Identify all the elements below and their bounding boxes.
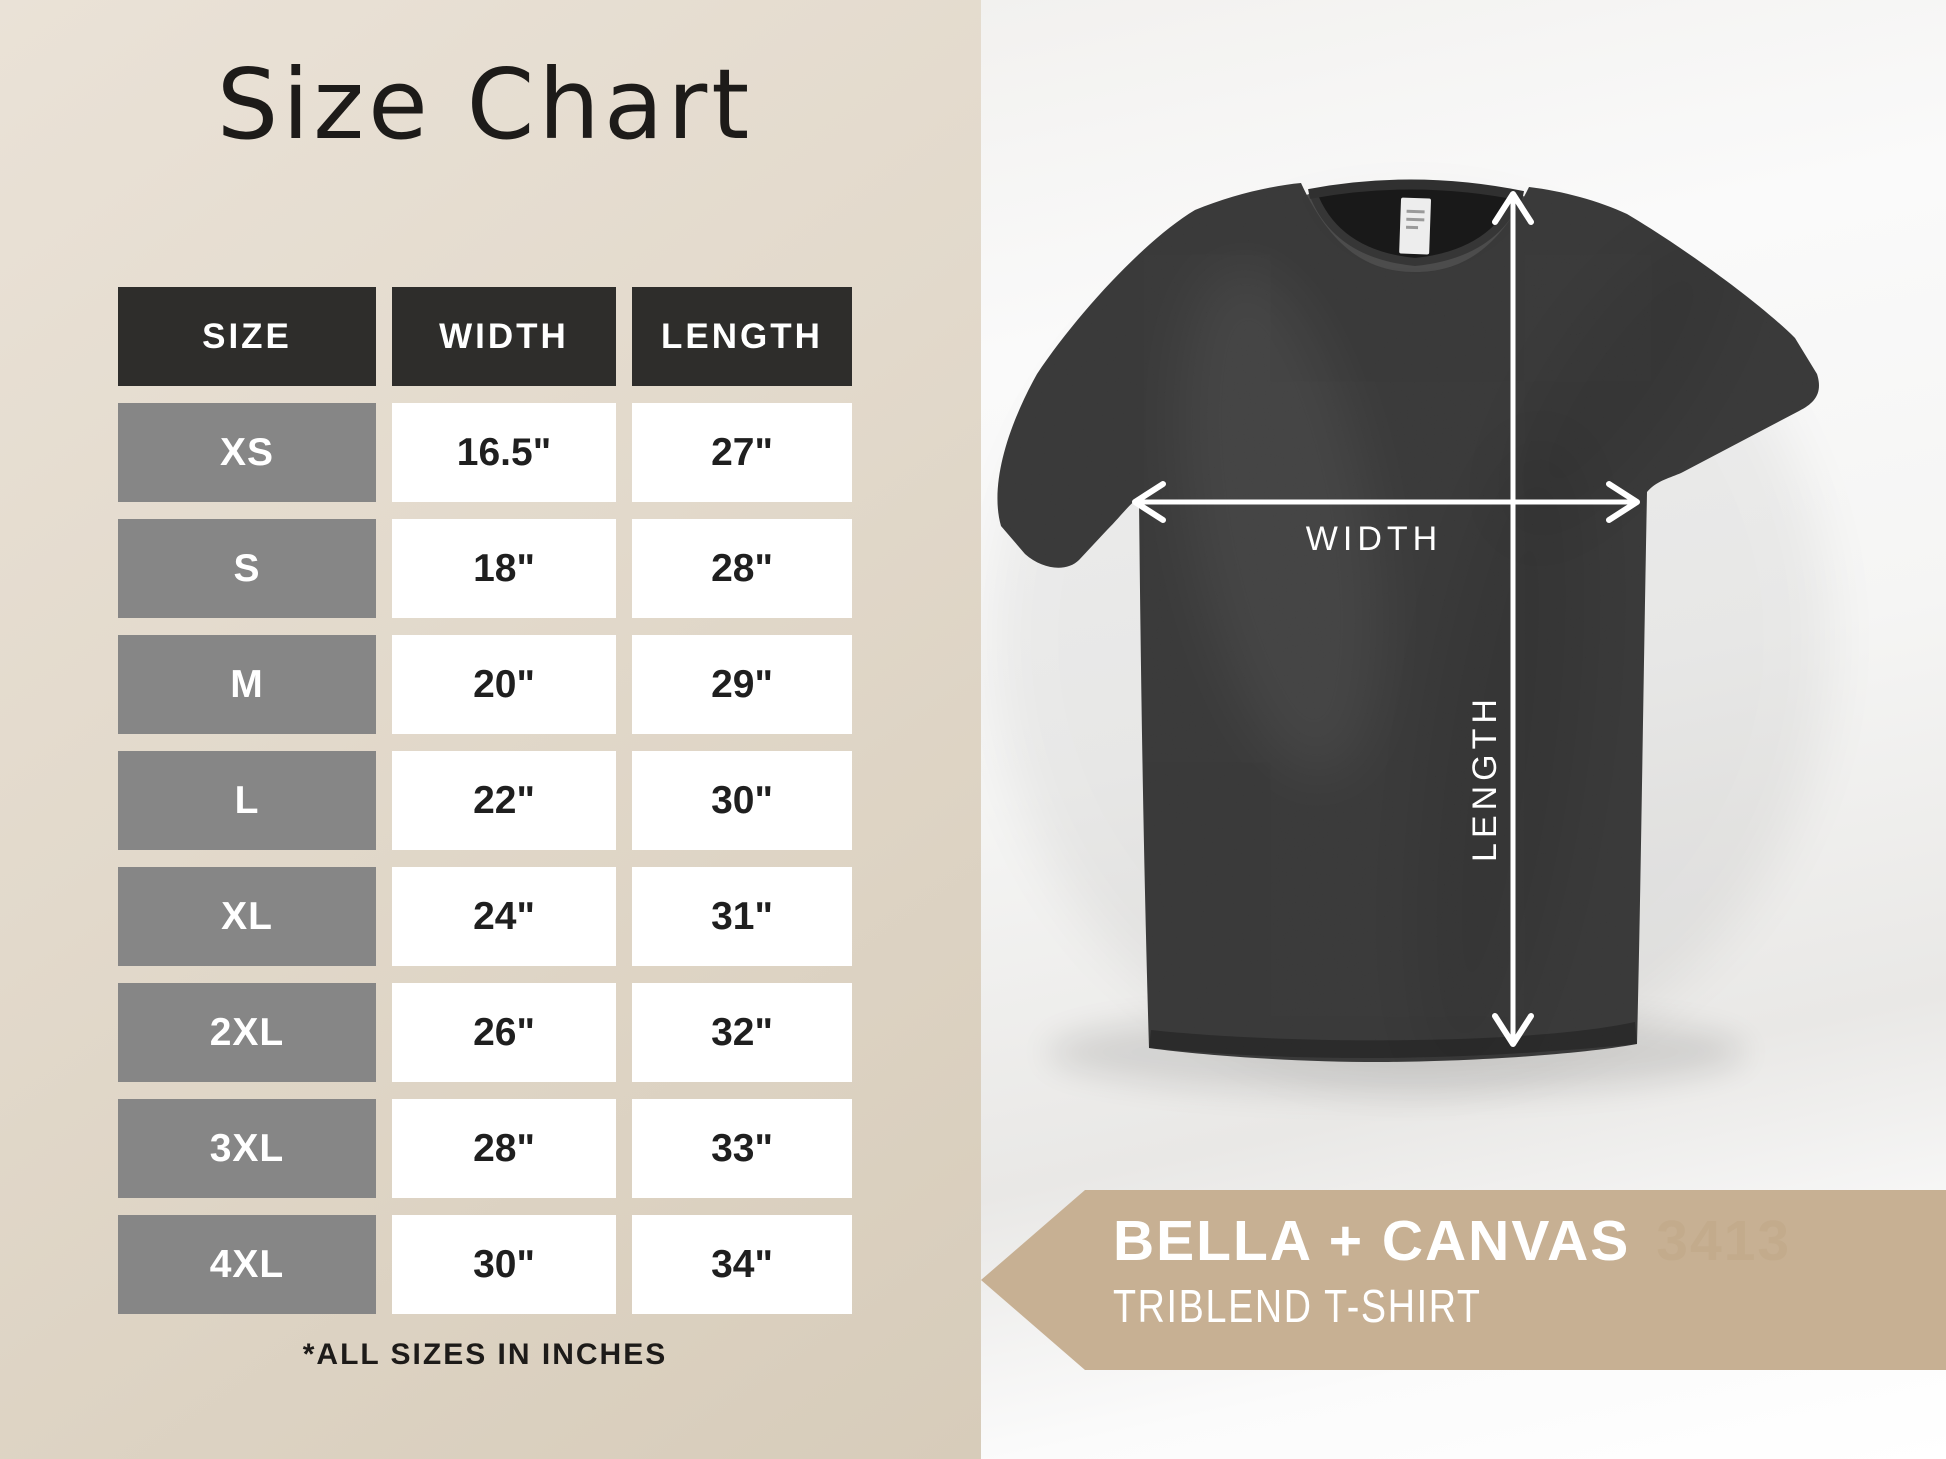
width-cell: 24" [392, 867, 616, 966]
size-cell: M [118, 635, 376, 734]
sizes-footnote: *ALL SIZES IN INCHES [302, 1338, 668, 1371]
size-cell: S [118, 519, 376, 618]
length-cell: 29" [632, 635, 852, 734]
length-dimension-label: LENGTH [1466, 694, 1504, 862]
size-cell: XS [118, 403, 376, 502]
brand-banner: BELLA + CANVAS 3413 TRIBLEND T-SHIRT [981, 1190, 1946, 1370]
length-cell: 30" [632, 751, 852, 850]
tshirt-photo [991, 179, 1831, 1094]
length-cell: 28" [632, 519, 852, 618]
width-cell: 20" [392, 635, 616, 734]
column-header-size: SIZE [118, 287, 376, 386]
left-panel: Size Chart SIZE WIDTH LENGTH XS 16.5" 27… [0, 0, 981, 1459]
size-cell: L [118, 751, 376, 850]
product-photo-panel: WIDTH LENGTH BELLA + CANVAS 3413 TRIBLEN… [981, 0, 1946, 1459]
width-cell: 18" [392, 519, 616, 618]
size-cell: 2XL [118, 983, 376, 1082]
length-cell: 32" [632, 983, 852, 1082]
product-name: TRIBLEND T-SHIRT [1113, 1279, 1482, 1332]
width-cell: 26" [392, 983, 616, 1082]
width-cell: 28" [392, 1099, 616, 1198]
width-cell: 22" [392, 751, 616, 850]
style-number: 3413 [1656, 1209, 1792, 1273]
neck-label [1399, 197, 1431, 255]
page-title: Size Chart [216, 48, 754, 161]
width-cell: 30" [392, 1215, 616, 1314]
width-dimension-label: WIDTH [1305, 520, 1443, 558]
column-header-length: LENGTH [632, 287, 852, 386]
length-cell: 31" [632, 867, 852, 966]
width-cell: 16.5" [392, 403, 616, 502]
size-cell: XL [118, 867, 376, 966]
length-cell: 33" [632, 1099, 852, 1198]
length-arrow-icon [1492, 191, 1534, 1047]
size-table: SIZE WIDTH LENGTH XS 16.5" 27" S 18" 28"… [118, 287, 852, 1314]
length-cell: 27" [632, 403, 852, 502]
brand-name: BELLA + CANVAS [1113, 1209, 1631, 1273]
size-cell: 4XL [118, 1215, 376, 1314]
length-cell: 34" [632, 1215, 852, 1314]
width-arrow-icon [1132, 481, 1640, 523]
column-header-width: WIDTH [392, 287, 616, 386]
size-cell: 3XL [118, 1099, 376, 1198]
